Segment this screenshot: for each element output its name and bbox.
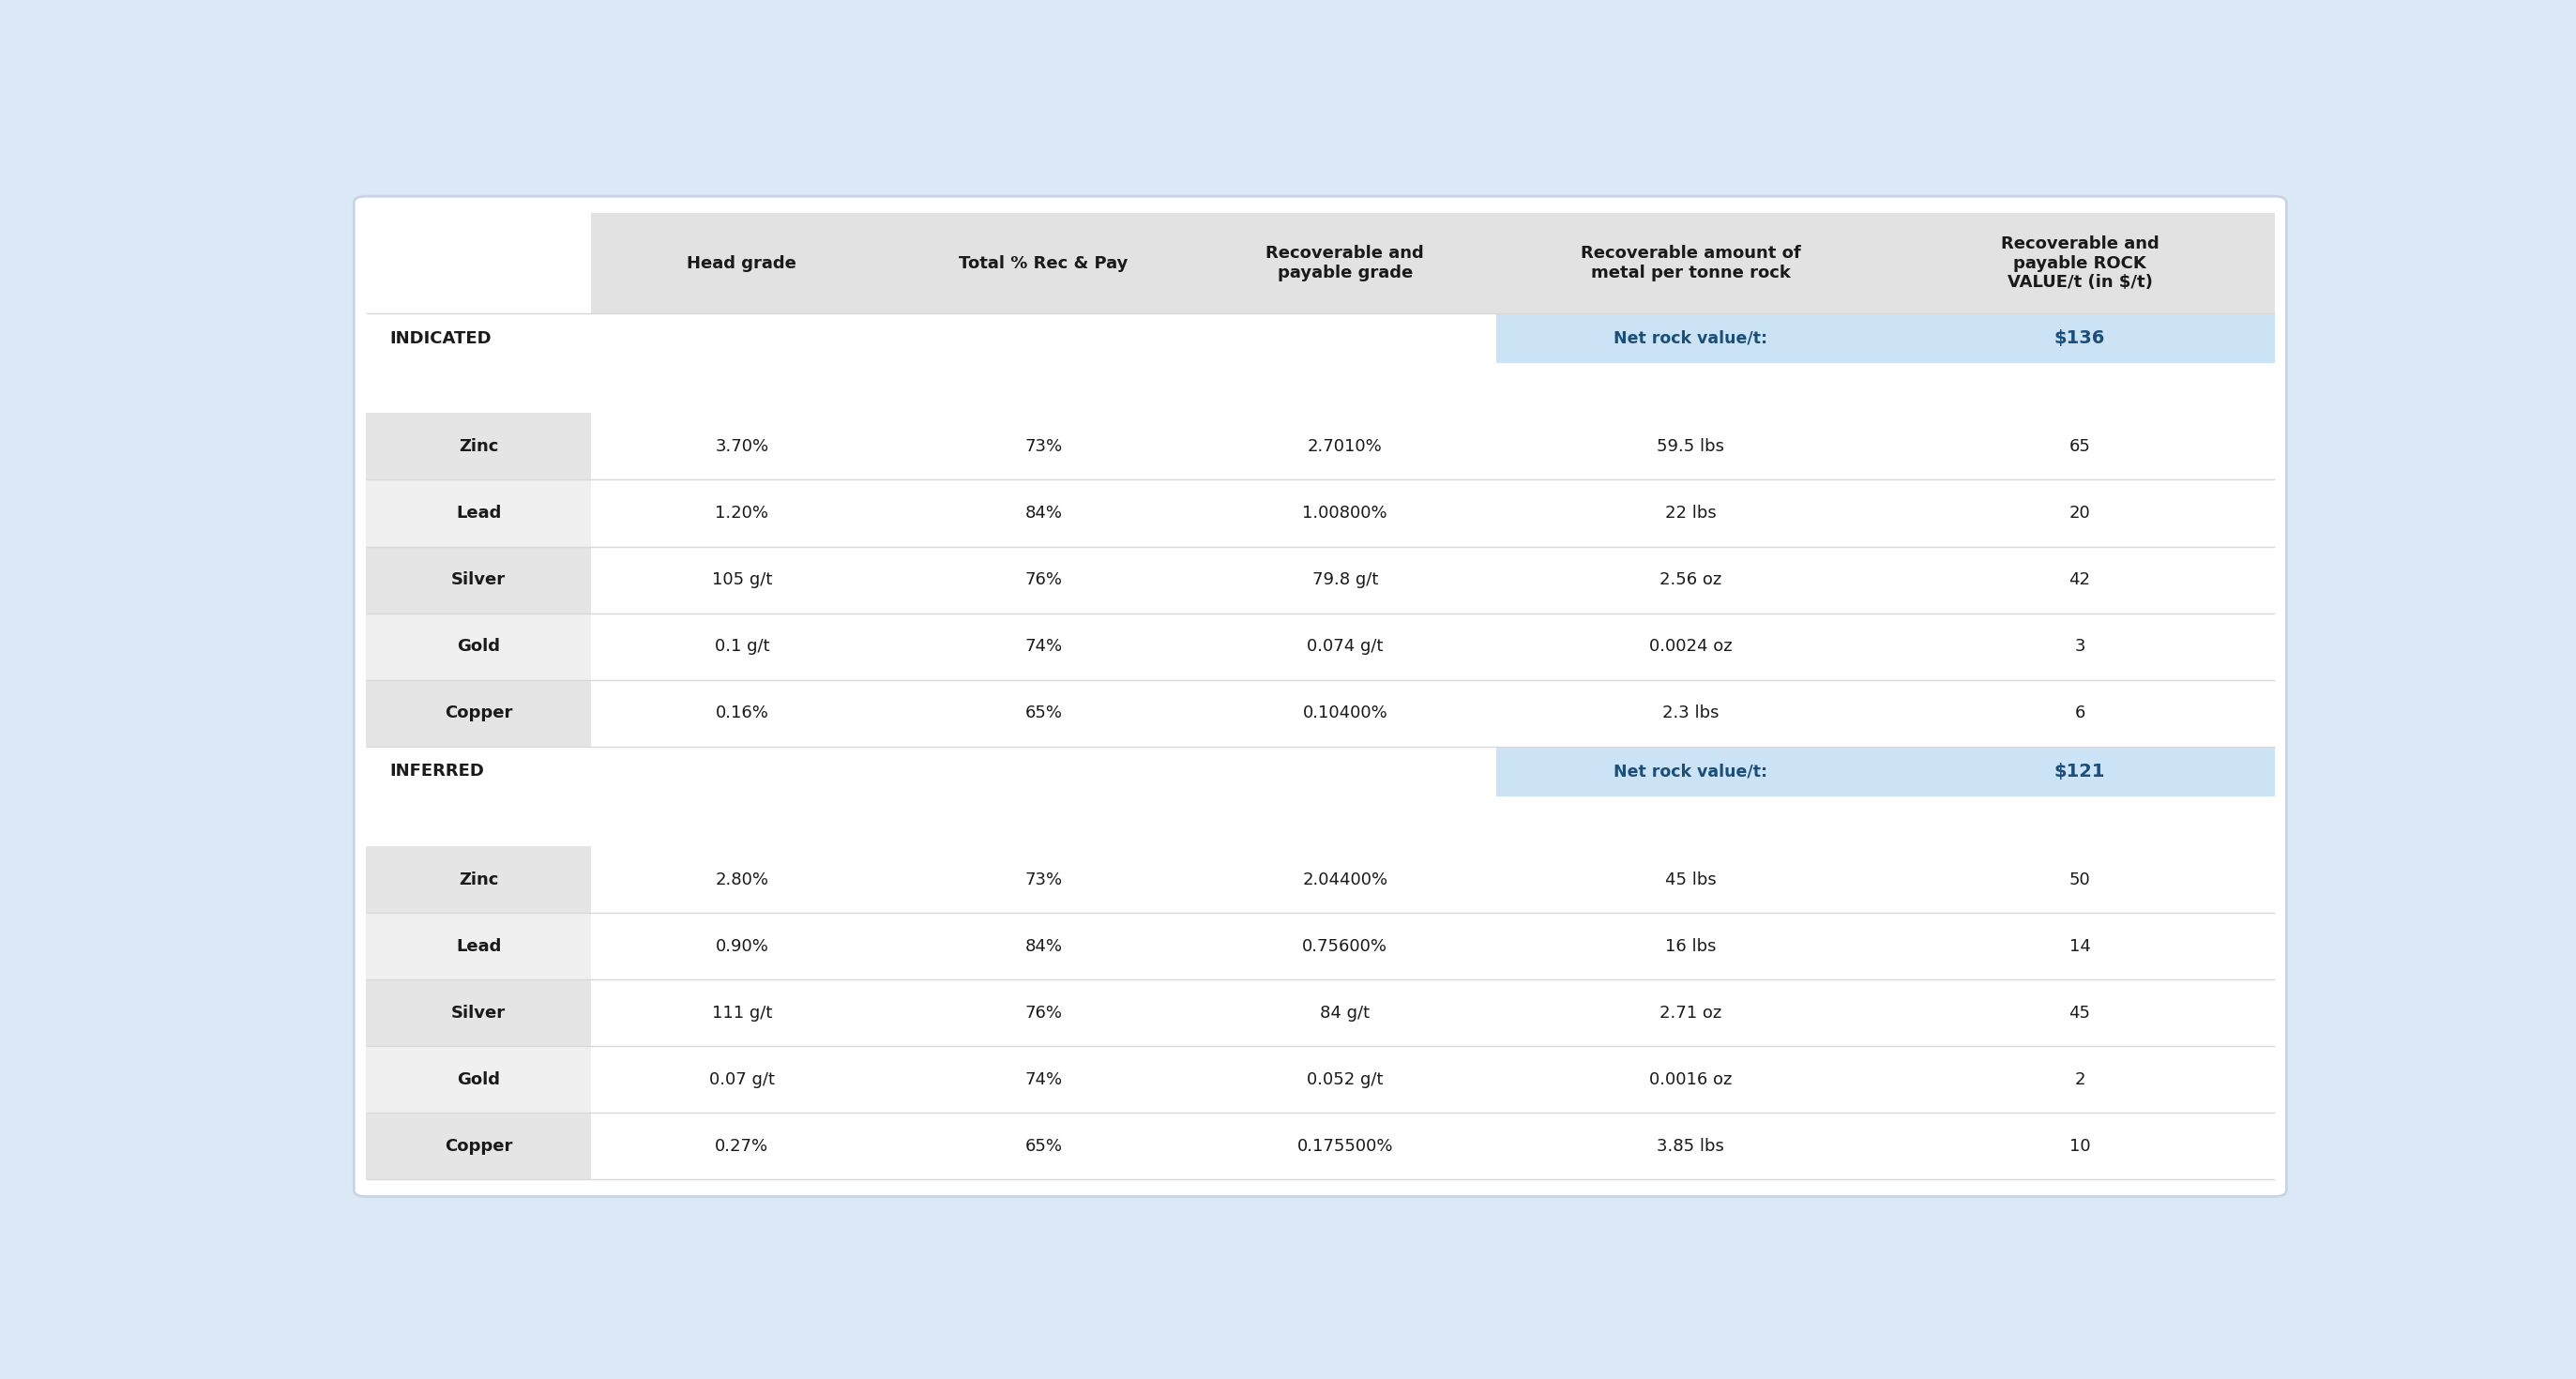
Text: 105 g/t: 105 g/t	[711, 571, 773, 589]
Bar	[366, 313, 2275, 363]
Bar	[366, 414, 590, 480]
Bar	[590, 1113, 2275, 1179]
Bar	[1497, 313, 2275, 363]
FancyBboxPatch shape	[353, 196, 2287, 1197]
Text: 74%: 74%	[1025, 1071, 1061, 1088]
Bar	[590, 546, 2275, 614]
Text: 1.00800%: 1.00800%	[1303, 505, 1388, 521]
Text: 10: 10	[2069, 1138, 2089, 1154]
Text: 0.27%: 0.27%	[716, 1138, 768, 1154]
Bar	[366, 746, 2275, 796]
Text: 0.052 g/t: 0.052 g/t	[1306, 1071, 1383, 1088]
Text: 84%: 84%	[1025, 938, 1061, 954]
Text: 45 lbs: 45 lbs	[1664, 872, 1716, 888]
Text: INFERRED: INFERRED	[389, 763, 484, 779]
Text: 0.16%: 0.16%	[716, 705, 768, 721]
Text: 0.07 g/t: 0.07 g/t	[708, 1071, 775, 1088]
Text: 0.074 g/t: 0.074 g/t	[1306, 638, 1383, 655]
Text: 79.8 g/t: 79.8 g/t	[1311, 571, 1378, 589]
Text: 6: 6	[2074, 705, 2084, 721]
Text: Zinc: Zinc	[459, 872, 497, 888]
Text: Gold: Gold	[456, 638, 500, 655]
Text: Recoverable and
payable ROCK
VALUE/t (in $/t): Recoverable and payable ROCK VALUE/t (in…	[2002, 236, 2159, 291]
Text: Net rock value/t:: Net rock value/t:	[1613, 763, 1767, 779]
Text: 1.20%: 1.20%	[716, 505, 768, 521]
Text: Head grade: Head grade	[688, 255, 796, 272]
Text: 2.04400%: 2.04400%	[1303, 872, 1388, 888]
Text: 0.175500%: 0.175500%	[1296, 1138, 1394, 1154]
Text: Copper: Copper	[446, 705, 513, 721]
Text: 0.90%: 0.90%	[716, 938, 768, 954]
Text: 22 lbs: 22 lbs	[1664, 505, 1716, 521]
Text: 0.1 g/t: 0.1 g/t	[714, 638, 770, 655]
Text: 2.56 oz: 2.56 oz	[1659, 571, 1721, 589]
Bar	[366, 847, 590, 913]
Bar	[590, 847, 2275, 913]
Bar	[590, 979, 2275, 1047]
Bar	[590, 214, 2275, 313]
Text: 16 lbs: 16 lbs	[1664, 938, 1716, 954]
Bar	[590, 913, 2275, 979]
Text: Gold: Gold	[456, 1071, 500, 1088]
Bar	[590, 1047, 2275, 1113]
Text: 2.71 oz: 2.71 oz	[1659, 1004, 1721, 1022]
Text: 2: 2	[2074, 1071, 2084, 1088]
Text: 2.7010%: 2.7010%	[1309, 439, 1383, 455]
Text: Lead: Lead	[456, 938, 502, 954]
Text: 84%: 84%	[1025, 505, 1061, 521]
Text: 111 g/t: 111 g/t	[711, 1004, 773, 1022]
Bar	[1497, 746, 2275, 796]
Text: Silver: Silver	[451, 1004, 505, 1022]
Text: Zinc: Zinc	[459, 439, 497, 455]
Bar	[366, 614, 590, 680]
Bar	[366, 1113, 590, 1179]
Text: Lead: Lead	[456, 505, 502, 521]
Text: Recoverable and
payable grade: Recoverable and payable grade	[1265, 245, 1425, 281]
Bar	[366, 979, 590, 1047]
Text: 76%: 76%	[1025, 571, 1061, 589]
Bar	[590, 414, 2275, 480]
Text: Copper: Copper	[446, 1138, 513, 1154]
Text: 74%: 74%	[1025, 638, 1061, 655]
Text: 76%: 76%	[1025, 1004, 1061, 1022]
Text: 42: 42	[2069, 571, 2092, 589]
Text: $121: $121	[2053, 763, 2105, 781]
Text: 3.70%: 3.70%	[716, 439, 768, 455]
Text: Silver: Silver	[451, 571, 505, 589]
Bar	[366, 913, 590, 979]
Text: 59.5 lbs: 59.5 lbs	[1656, 439, 1723, 455]
Text: Net rock value/t:: Net rock value/t:	[1613, 330, 1767, 346]
Text: 73%: 73%	[1025, 439, 1061, 455]
Text: 2.3 lbs: 2.3 lbs	[1662, 705, 1718, 721]
Text: 3.85 lbs: 3.85 lbs	[1656, 1138, 1723, 1154]
Bar	[366, 546, 590, 614]
Text: 0.0024 oz: 0.0024 oz	[1649, 638, 1731, 655]
Text: 50: 50	[2069, 872, 2092, 888]
Bar	[366, 680, 590, 746]
Text: 2.80%: 2.80%	[716, 872, 768, 888]
Bar	[366, 214, 590, 313]
Bar	[366, 1047, 590, 1113]
Text: Total % Rec & Pay: Total % Rec & Pay	[958, 255, 1128, 272]
Text: 0.0016 oz: 0.0016 oz	[1649, 1071, 1731, 1088]
Text: 45: 45	[2069, 1004, 2092, 1022]
Text: $136: $136	[2053, 330, 2105, 348]
Text: 65: 65	[2069, 439, 2092, 455]
Bar	[590, 480, 2275, 546]
Text: 65%: 65%	[1025, 1138, 1061, 1154]
Text: 73%: 73%	[1025, 872, 1061, 888]
Text: 0.75600%: 0.75600%	[1303, 938, 1388, 954]
Text: Recoverable amount of
metal per tonne rock: Recoverable amount of metal per tonne ro…	[1579, 245, 1801, 281]
Text: 20: 20	[2069, 505, 2092, 521]
Text: 65%: 65%	[1025, 705, 1061, 721]
Bar	[590, 680, 2275, 746]
Text: INDICATED: INDICATED	[389, 330, 492, 346]
Bar	[590, 614, 2275, 680]
Text: 3: 3	[2074, 638, 2084, 655]
Text: 14: 14	[2069, 938, 2092, 954]
Bar	[366, 480, 590, 546]
Text: 84 g/t: 84 g/t	[1319, 1004, 1370, 1022]
Text: 0.10400%: 0.10400%	[1303, 705, 1388, 721]
